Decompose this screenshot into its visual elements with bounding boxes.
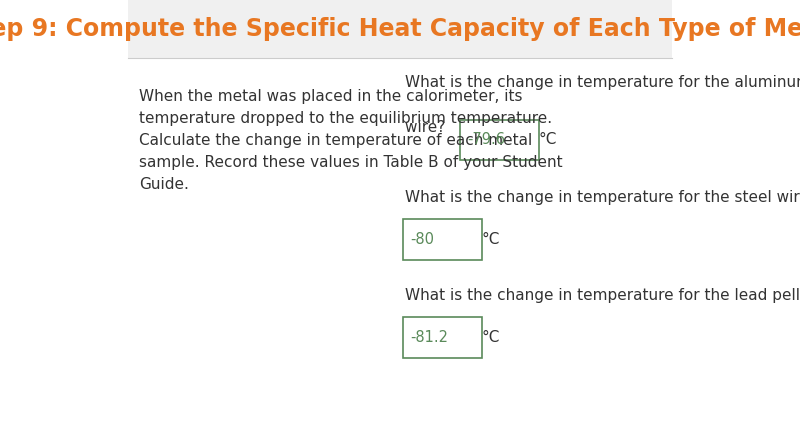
FancyBboxPatch shape bbox=[402, 219, 482, 260]
Text: Step 9: Compute the Specific Heat Capacity of Each Type of Metal: Step 9: Compute the Specific Heat Capaci… bbox=[0, 17, 800, 41]
Text: -79.6: -79.6 bbox=[467, 132, 505, 148]
Text: °C: °C bbox=[482, 330, 500, 345]
Text: °C: °C bbox=[538, 132, 557, 148]
Text: -80: -80 bbox=[410, 232, 434, 247]
FancyBboxPatch shape bbox=[402, 317, 482, 358]
Text: What is the change in temperature for the steel wire?: What is the change in temperature for th… bbox=[406, 190, 800, 206]
Text: What is the change in temperature for the lead pellets?: What is the change in temperature for th… bbox=[406, 288, 800, 303]
Text: -81.2: -81.2 bbox=[410, 330, 448, 345]
Text: °C: °C bbox=[482, 232, 500, 247]
FancyBboxPatch shape bbox=[128, 0, 672, 58]
FancyBboxPatch shape bbox=[460, 120, 538, 160]
Text: What is the change in temperature for the aluminum: What is the change in temperature for th… bbox=[406, 75, 800, 90]
Text: When the metal was placed in the calorimeter, its
temperature dropped to the equ: When the metal was placed in the calorim… bbox=[139, 89, 562, 192]
Text: wire?: wire? bbox=[406, 120, 450, 135]
